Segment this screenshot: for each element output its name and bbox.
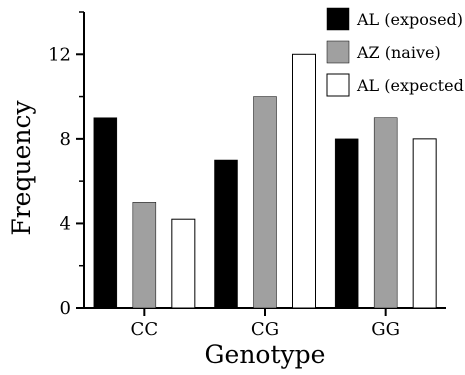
legend-label: AZ (naive) [356, 43, 441, 62]
x-tick-label: CC [131, 319, 159, 340]
x-tick-label: GG [371, 319, 400, 340]
bar [334, 138, 359, 309]
y-axis-title: Frequency [7, 100, 36, 236]
y-tick-label: 12 [48, 44, 71, 65]
bar [292, 53, 316, 309]
legend-label: AL (expected) [356, 76, 465, 95]
x-tick-label: CG [251, 319, 279, 340]
x-axis-title: Genotype [205, 340, 326, 369]
bar [171, 218, 196, 309]
y-tick-label: 0 [60, 298, 71, 319]
x-ticks: CC CG GG [131, 308, 400, 340]
bar [373, 117, 398, 309]
bar [214, 159, 238, 309]
legend-label: AL (exposed) [356, 10, 463, 29]
legend-swatch [326, 73, 350, 97]
legend-swatch [326, 7, 350, 31]
legend-swatch [326, 40, 350, 64]
y-tick-label: 8 [60, 129, 71, 150]
bars [93, 53, 437, 309]
y-tick-label: 4 [60, 213, 71, 234]
bar [412, 138, 437, 309]
y-ticks: 0 4 8 12 [48, 11, 84, 319]
bar [93, 117, 118, 309]
bar [253, 96, 277, 309]
bar [132, 202, 157, 309]
legend: AL (exposed) AZ (naive) AL (expected) [326, 7, 465, 97]
